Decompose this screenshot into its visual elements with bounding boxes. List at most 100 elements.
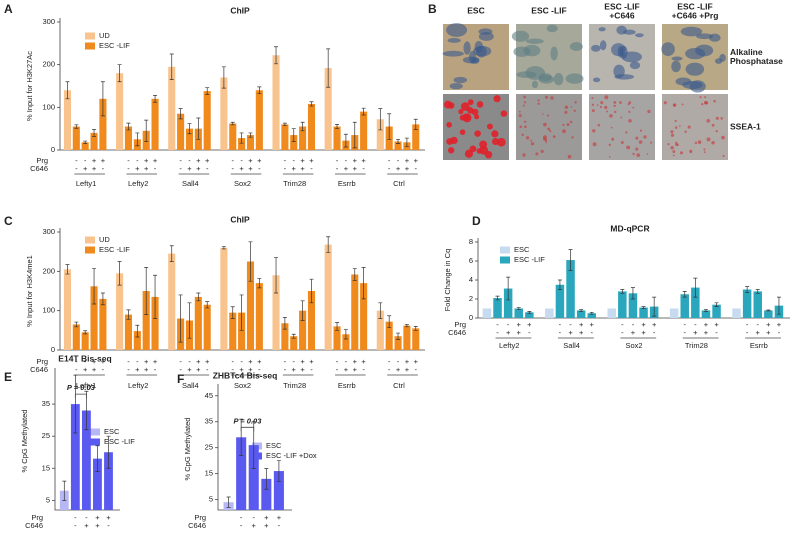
c646-sign: -	[415, 164, 418, 173]
ssea-cell	[535, 152, 539, 156]
c646-sign: -	[591, 328, 594, 337]
error-bar	[221, 246, 226, 250]
ssea-cell	[643, 135, 647, 139]
ssea-cell	[670, 145, 674, 150]
ssea-cell	[638, 140, 643, 144]
c646-sign: +	[353, 164, 358, 173]
bar	[576, 310, 586, 318]
bar	[360, 283, 368, 350]
c646-sign: +	[144, 164, 149, 173]
error-bar	[65, 81, 70, 100]
legend-label: ESC -LIF	[99, 41, 130, 50]
prg-sign: +	[153, 357, 158, 366]
c646-sign: -	[362, 365, 365, 374]
bar	[281, 323, 289, 350]
bar	[203, 304, 211, 350]
panel-letter: D	[472, 214, 481, 228]
bar	[333, 126, 341, 150]
error-bar	[239, 294, 244, 331]
ssea-cell	[600, 101, 604, 105]
prg-sign: -	[388, 357, 391, 366]
bar	[403, 325, 411, 350]
x-tick-label: Ctrl	[393, 381, 405, 390]
prg-sign: -	[388, 156, 391, 165]
bar	[229, 123, 237, 150]
error-bar	[506, 276, 511, 301]
ssea-cell	[625, 131, 628, 134]
prg-sign: +	[777, 320, 782, 329]
y-axis-label: Fold Change in Cq	[443, 249, 452, 312]
condition-label: C646	[30, 164, 48, 173]
stained-colony	[463, 41, 471, 55]
prg-sign: +	[205, 156, 210, 165]
prg-sign: +	[144, 357, 149, 366]
prg-sign: -	[179, 357, 182, 366]
error-bar	[589, 311, 594, 315]
x-tick-label: Trim28	[685, 341, 708, 350]
prg-sign: +	[405, 357, 410, 366]
ssea-cell	[458, 109, 464, 115]
y-tick-label: 200	[42, 266, 55, 275]
ssea-cell	[706, 118, 711, 123]
c646-sign: -	[107, 521, 110, 530]
legend-label: ESC -LIF	[104, 437, 135, 446]
error-bar	[239, 132, 244, 144]
ssea-cell	[462, 113, 472, 123]
y-tick-label: 15	[205, 469, 213, 478]
error-bar	[745, 286, 750, 293]
bar	[220, 77, 228, 150]
bar	[545, 308, 554, 318]
prg-sign: +	[92, 156, 97, 165]
prg-sign: -	[136, 156, 139, 165]
ssea-cell	[446, 121, 452, 128]
condition-label: C646	[448, 328, 466, 337]
ssea-cell	[667, 143, 670, 146]
x-tick-label: Sall4	[563, 341, 580, 350]
c646-sign: -	[75, 365, 78, 374]
x-tick-label: Trim28	[283, 381, 306, 390]
ssea-cell	[545, 141, 548, 144]
ssea-cell	[608, 156, 611, 158]
prg-sign: -	[345, 156, 348, 165]
y-tick-label: 200	[42, 60, 55, 69]
prg-sign: -	[336, 357, 339, 366]
error-bar	[226, 496, 231, 508]
prg-sign: +	[517, 320, 522, 329]
condition-label: Prg	[31, 513, 43, 522]
y-tick-label: 300	[42, 17, 55, 26]
bar	[299, 310, 307, 350]
prg-sign: +	[248, 156, 253, 165]
chart-title: ZHBTc4 Bis-seq	[213, 370, 278, 380]
ssea-cell	[500, 110, 508, 117]
column-header: ESC -LIF	[531, 5, 566, 15]
bar	[116, 73, 124, 150]
stained-colony	[525, 38, 544, 44]
ssea-cell	[450, 136, 458, 145]
c646-sign: +	[300, 365, 305, 374]
stained-colony	[689, 80, 706, 93]
panel-letter: F	[177, 372, 184, 386]
legend-swatch	[500, 246, 510, 254]
error-bar	[378, 302, 383, 319]
bar	[493, 298, 502, 318]
ssea-cell	[674, 119, 677, 123]
y-tick-label: 0	[51, 345, 55, 354]
prg-sign: -	[569, 320, 572, 329]
bar	[272, 55, 280, 150]
bar	[151, 98, 159, 150]
ssea-cell	[697, 140, 702, 144]
prg-sign: +	[92, 357, 97, 366]
error-bar	[135, 324, 140, 338]
prg-sign: +	[257, 357, 262, 366]
error-bar	[396, 332, 401, 340]
prg-sign: -	[293, 357, 296, 366]
ssea-cell	[599, 105, 603, 109]
prg-sign: -	[75, 156, 78, 165]
error-bar	[153, 274, 158, 319]
ssea-cell	[486, 123, 493, 130]
stained-colony	[569, 42, 583, 51]
prg-sign: -	[293, 156, 296, 165]
bar	[525, 312, 534, 318]
bar	[133, 331, 141, 350]
ssea-cell	[523, 101, 527, 104]
